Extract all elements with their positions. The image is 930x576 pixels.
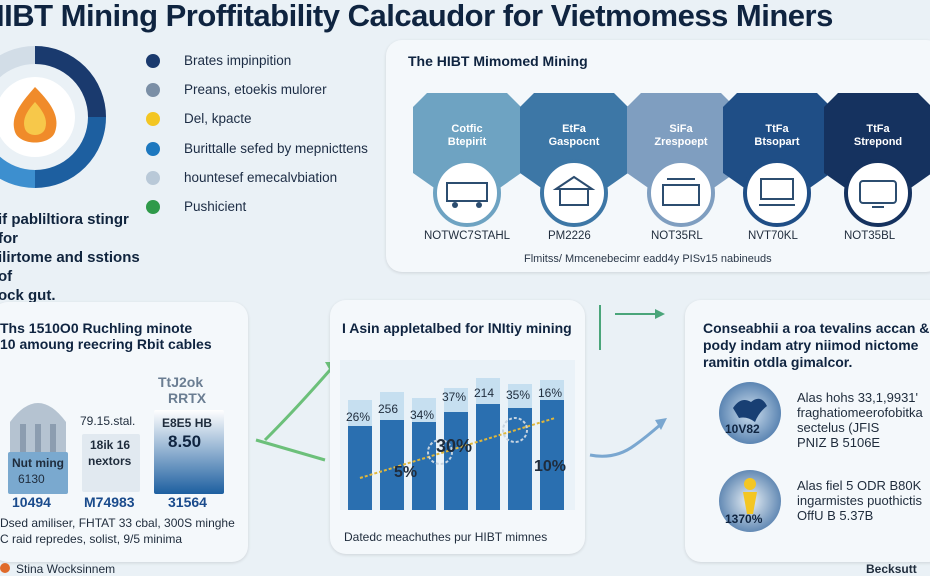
badge-value: 1370%	[725, 512, 763, 526]
stat-label: 18ik 16	[90, 438, 131, 452]
legend-item: Pushicient	[146, 199, 247, 214]
growth-chart-panel: I Asin appletalbed for lNItiy mining 26%…	[330, 300, 585, 554]
donut-graphic	[0, 42, 110, 192]
mining-options-panel: The HIBT Mimomed Mining Cotfic Btepirit N…	[386, 40, 930, 272]
chart-footer: Datedc meachuthes pur HIBT mimnes	[344, 530, 548, 544]
logo-icon	[0, 563, 10, 573]
legend-item: Del, kpacte	[146, 111, 252, 126]
bar-label: 37%	[442, 390, 467, 404]
card-label: Cotfic Btepirit	[447, 123, 487, 148]
panel-title: The HIBT Mimomed Mining	[408, 53, 588, 69]
left-caption: if pabliltiora stingr for ilirtome and s…	[0, 210, 148, 305]
stat-label: 8.50	[168, 432, 202, 451]
option-card[interactable]: SiFa Zrespoept	[627, 93, 735, 243]
stats-panel: Conseabhii a roa tevalins accan & pody i…	[685, 300, 930, 562]
caption-line: ilirtome and sstions of	[0, 249, 140, 285]
card-code: PM2226	[548, 230, 591, 242]
legend-dot	[146, 171, 160, 185]
legend-dot	[146, 200, 160, 214]
card-label: TtFa Strepond	[853, 123, 903, 148]
legend-item: hountesef emecalvbiation	[146, 170, 338, 185]
legend-dot	[146, 54, 160, 68]
card-code: NOT35BL	[844, 230, 896, 242]
bar-label: 16%	[538, 386, 563, 400]
bar-label: 26%	[346, 410, 371, 424]
legend-item: Preans, etoekis mulorer	[146, 82, 327, 97]
caption-line: ock gut.	[0, 287, 56, 304]
option-card[interactable]: Cotfic Btepirit	[413, 93, 521, 243]
stat-label: RRTX	[168, 390, 207, 406]
panel-title: Ths 1510O0 Ruchling minote 10 amoung ree…	[0, 320, 212, 352]
chart-callout: 30%	[436, 436, 473, 456]
legend-label: Del, kpacte	[184, 111, 252, 126]
legend-item: Brates impinpition	[146, 53, 292, 68]
panel-title: I Asin appletalbed for lNItiy mining	[342, 320, 572, 336]
legend-label: hountesef emecalvbiation	[184, 170, 338, 185]
legend-dot	[146, 112, 160, 126]
footer-right: Becksutt	[866, 562, 917, 576]
footer-line: C raid repredes, solist, 9/5 minima	[0, 532, 183, 546]
map-badge: 10V82	[719, 382, 781, 444]
stat-text: Alas hohs 33,1,9931' fraghatiomeerofobit…	[797, 390, 923, 450]
stat-value: 10494	[12, 494, 51, 510]
chart-callout: 10%	[534, 458, 567, 475]
panel-title: Conseabhii a roa tevalins accan & pody i…	[703, 320, 930, 370]
chart-callout: 5%	[394, 464, 418, 481]
option-card[interactable]: EtFa Gaspocnt	[520, 93, 628, 243]
legend-label: Preans, etoekis mulorer	[184, 82, 327, 97]
card-code: NVT70KL	[748, 230, 798, 242]
person-badge: 1370%	[719, 470, 781, 532]
card-label: TtFa Btsopart	[754, 123, 800, 148]
bar-label: 256	[378, 402, 399, 416]
stat-label: TtJ2ok	[158, 374, 204, 390]
legend-label: Pushicient	[184, 199, 247, 214]
bar-chart	[340, 360, 575, 510]
stat-value: 31564	[168, 494, 207, 510]
miners-panel: Ths 1510O0 Ruchling minote 10 amoung ree…	[0, 302, 248, 562]
legend-dot	[146, 142, 160, 156]
legend-dot	[146, 83, 160, 97]
stat-block	[82, 434, 140, 492]
stat-label: 79.15.stal.	[80, 414, 136, 428]
caption-line: if pabliltiora stingr for	[0, 211, 129, 247]
option-card[interactable]: TtFa Strepond	[824, 93, 930, 243]
temple-icon	[10, 403, 66, 452]
stat-block	[154, 410, 224, 494]
panel-note: Flmitss/ Mmcenebecimr eadd4y PISv15 nabi…	[524, 253, 772, 265]
stat-label: 6130	[18, 472, 45, 486]
stat-label: Nut ming	[12, 456, 64, 470]
legend-label: Burittalle sefed by mepnicttens	[184, 141, 368, 156]
stat-label: E8E5 HB	[162, 416, 213, 430]
bar-label: 214	[474, 386, 495, 400]
footer-left: Stina Wocksinnem	[0, 562, 115, 576]
stat-value: M74983	[84, 494, 135, 510]
option-card[interactable]: TtFa Btsopart	[723, 93, 831, 243]
card-label: EtFa Gaspocnt	[548, 123, 600, 148]
stat-text: Alas fiel 5 ODR B80K ingarmistes puothic…	[797, 478, 922, 523]
bar-label: 35%	[506, 388, 531, 402]
card-code: NOTWC7STAHL	[424, 230, 511, 242]
page-title: IIBT Mining Proffitability Calcaudor for…	[0, 0, 833, 33]
card-code: NOT35RL	[651, 230, 703, 242]
stat-block	[8, 452, 68, 494]
legend-label: Brates impinpition	[184, 53, 292, 68]
stat-label: nextors	[88, 454, 132, 468]
legend-item: Burittalle sefed by mepnicttens	[146, 141, 368, 156]
card-label: SiFa Zrespoept	[654, 123, 708, 148]
badge-value: 10V82	[725, 422, 760, 436]
bar-label: 34%	[410, 408, 435, 422]
footer-line: Dsed amiliser, FHTAT 33 cbal, 300S mingh…	[0, 516, 235, 530]
